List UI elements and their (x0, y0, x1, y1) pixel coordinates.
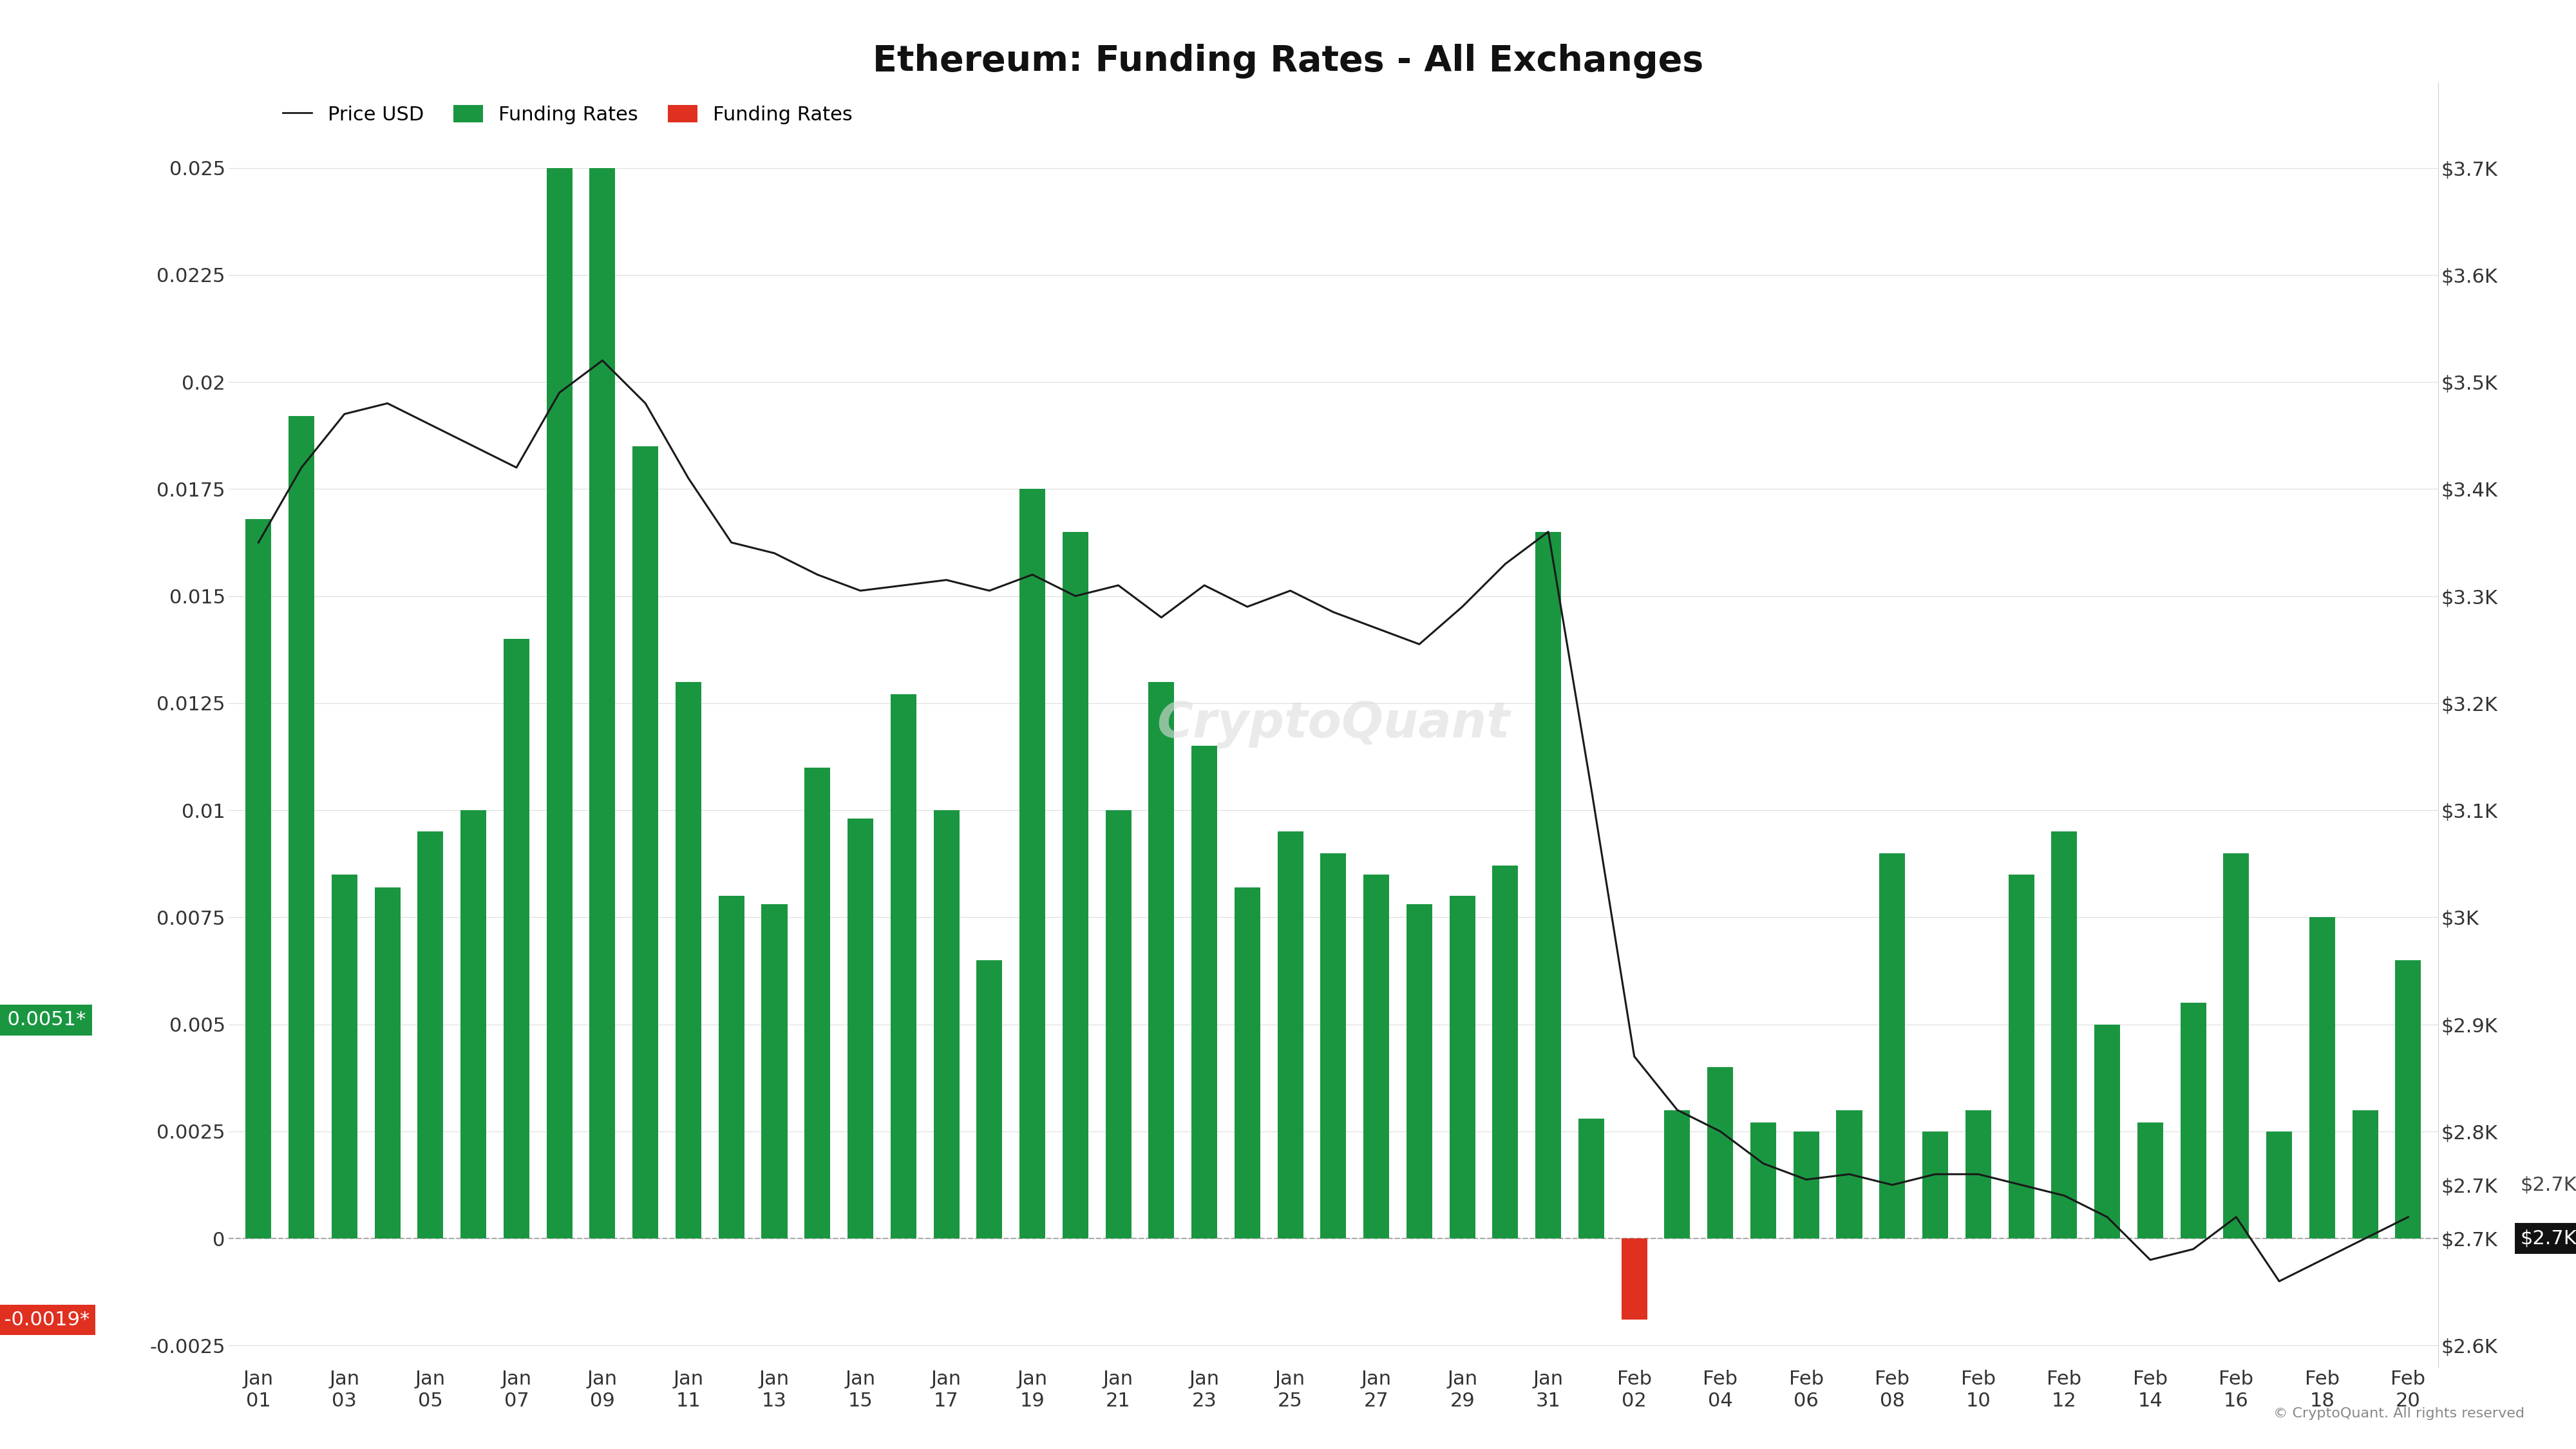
Bar (891, 694, 917, 1239)
Bar (1278, 832, 1303, 1239)
Bar (2352, 1110, 2378, 1239)
Bar (1406, 904, 1432, 1239)
Bar (1579, 1119, 1605, 1239)
Bar (675, 681, 701, 1239)
Bar (1965, 1110, 1991, 1239)
Bar (634, 446, 659, 1239)
Bar (2179, 1003, 2205, 1239)
Bar (1020, 488, 1046, 1239)
Bar (1880, 853, 1906, 1239)
Text: CryptoQuant: CryptoQuant (1157, 701, 1510, 748)
Bar (762, 904, 788, 1239)
Bar (1149, 681, 1175, 1239)
Bar (1749, 1123, 1777, 1239)
Bar (1664, 1110, 1690, 1239)
Text: Ethereum: Funding Rates - All Exchanges: Ethereum: Funding Rates - All Exchanges (873, 43, 1703, 78)
Bar (2308, 917, 2334, 1239)
Bar (1837, 1110, 1862, 1239)
Bar (1492, 867, 1517, 1239)
Text: © CryptoQuant. All rights reserved: © CryptoQuant. All rights reserved (2275, 1407, 2524, 1420)
Bar (2396, 961, 2421, 1239)
Bar (848, 819, 873, 1239)
Bar (2267, 1132, 2293, 1239)
Bar (374, 887, 399, 1239)
Bar (245, 519, 270, 1239)
Bar (1922, 1132, 1947, 1239)
Bar (1708, 1066, 1734, 1239)
Bar (719, 895, 744, 1239)
Bar (1105, 810, 1131, 1239)
Bar (933, 810, 958, 1239)
Bar (1450, 895, 1476, 1239)
Bar (590, 168, 616, 1239)
Bar (546, 168, 572, 1239)
Bar (502, 639, 528, 1239)
Bar (417, 832, 443, 1239)
Text: $2.7K: $2.7K (2519, 1229, 2576, 1248)
Text: -0.0019*: -0.0019* (0, 1310, 90, 1329)
Bar (2050, 832, 2076, 1239)
Bar (289, 416, 314, 1239)
Bar (1363, 874, 1388, 1239)
Bar (1321, 853, 1347, 1239)
Bar (1535, 532, 1561, 1239)
Text: 0.0051*: 0.0051* (0, 1011, 85, 1029)
Bar (2223, 853, 2249, 1239)
Bar (1620, 1239, 1646, 1320)
Bar (976, 961, 1002, 1239)
Bar (461, 810, 487, 1239)
Bar (2009, 874, 2035, 1239)
Bar (332, 874, 358, 1239)
Bar (804, 768, 829, 1239)
Bar (2138, 1123, 2164, 1239)
Text: $2.7K: $2.7K (2519, 1175, 2576, 1194)
Bar (1793, 1132, 1819, 1239)
Legend: Price USD, Funding Rates, Funding Rates: Price USD, Funding Rates, Funding Rates (283, 104, 853, 125)
Bar (2094, 1024, 2120, 1239)
Bar (1193, 746, 1218, 1239)
Bar (1234, 887, 1260, 1239)
Bar (1061, 532, 1087, 1239)
